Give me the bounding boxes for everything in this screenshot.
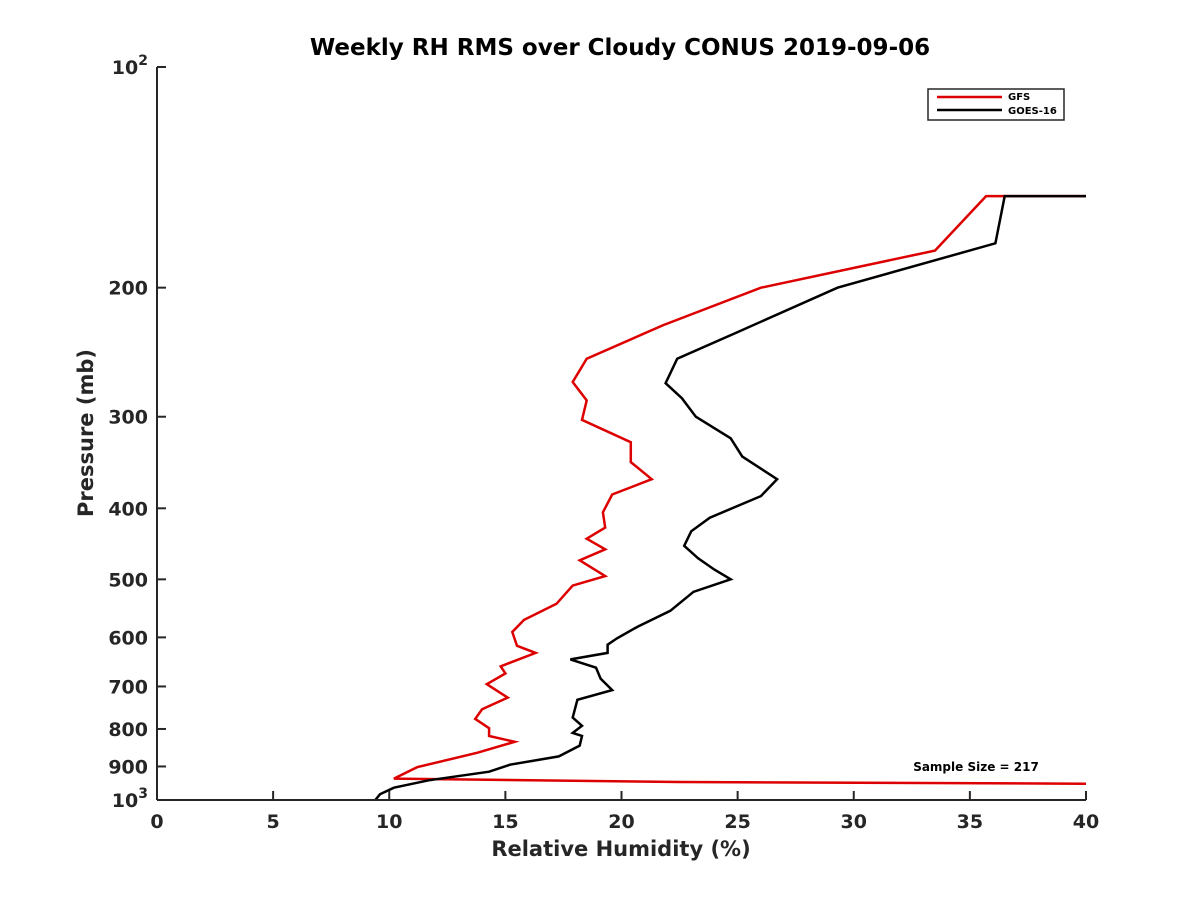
y-tick-label: 900 [108,756,148,778]
x-tick-label: 20 [608,811,634,833]
plot-lines [374,194,1087,801]
y-tick-exponent: 3 [138,786,148,802]
y-tick-label: 800 [108,719,148,741]
x-tick-label: 40 [1073,811,1099,833]
y-tick-base: 10 [112,790,138,812]
x-axis-label: Relative Humidity (%) [491,837,750,861]
x-tick-label: 0 [150,811,163,833]
y-tick-label: 600 [108,627,148,649]
y-axis-label: Pressure (mb) [74,349,98,517]
legend-label-gfs: GFS [1008,92,1030,103]
y-tick-exponent: 2 [138,53,148,69]
x-tick-label: 25 [724,811,750,833]
y-tick-label-power: 102 [112,53,148,79]
y-tick-label: 700 [108,676,148,698]
legend-label-goes16: GOES-16 [1008,106,1057,117]
legend-box [927,88,1065,121]
legend: GFS GOES-16 [927,88,1065,121]
y-tick-label: 500 [108,569,148,591]
x-tick-label: 10 [376,811,402,833]
x-tick-label: 5 [267,811,280,833]
x-tick-label: 35 [957,811,983,833]
series-line-goes16 [374,194,1086,801]
x-tick-label: 30 [841,811,867,833]
chart-title: Weekly RH RMS over Cloudy CONUS 2019-09-… [310,35,930,61]
series-line-gfs [393,194,1087,785]
y-tick-label: 300 [108,407,148,429]
y-tick-label-power: 103 [112,786,148,812]
y-tick-base: 10 [112,57,138,79]
x-tick-label: 15 [492,811,518,833]
sample-size-annotation: Sample Size = 217 [913,760,1039,774]
x-ticks: 0 5 10 15 20 25 30 35 40 [150,791,1099,833]
y-tick-label: 400 [108,498,148,520]
y-tick-label: 200 [108,278,148,300]
